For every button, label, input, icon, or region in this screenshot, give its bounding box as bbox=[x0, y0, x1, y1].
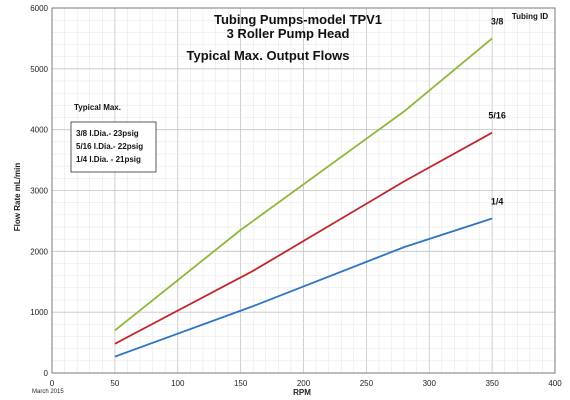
x-tick-label: 0 bbox=[50, 379, 55, 388]
series-label: 5/16 bbox=[488, 111, 506, 121]
x-tick-label: 150 bbox=[234, 379, 248, 388]
annotation-line-3: 1/4 I.Dia. - 21psig bbox=[76, 155, 141, 164]
series-label: 1/4 bbox=[491, 196, 504, 206]
y-tick-label: 1000 bbox=[30, 308, 48, 317]
y-tick-label: 6000 bbox=[30, 4, 48, 13]
chart-subtitle-line3: Typical Max. Output Flows bbox=[187, 48, 350, 63]
chart-title: Tubing Pumps-model TPV1 bbox=[214, 12, 382, 27]
y-axis-label: Flow Rate mL/min bbox=[13, 163, 22, 232]
y-tick-label: 4000 bbox=[30, 126, 48, 135]
plot-area-frame bbox=[51, 7, 556, 374]
series-line bbox=[114, 131, 493, 345]
x-tick-label: 350 bbox=[485, 379, 499, 388]
series-labels: 3/8 5/16 1/4 bbox=[488, 16, 506, 206]
date-note: March 2015 bbox=[32, 389, 64, 395]
legend-title: Tubing ID bbox=[512, 12, 549, 21]
x-tick-label: 200 bbox=[297, 379, 311, 388]
y-tick-label: 2000 bbox=[30, 247, 48, 256]
x-tick-labels: 0 50 100 150 200 250 300 350 400 bbox=[50, 379, 562, 388]
annotation-box bbox=[70, 121, 157, 173]
series-label: 3/8 bbox=[491, 16, 504, 26]
y-tick-labels: 0 1000 2000 3000 4000 5000 6000 bbox=[30, 4, 48, 378]
x-tick-label: 300 bbox=[423, 379, 437, 388]
series-lines bbox=[114, 37, 493, 358]
x-axis-label: RPM bbox=[293, 388, 311, 397]
x-tick-label: 250 bbox=[360, 379, 374, 388]
y-tick-label: 0 bbox=[44, 369, 49, 378]
annotation-line-2: 5/16 I.Dia.- 22psig bbox=[76, 142, 143, 151]
annotation-heading: Typical Max. bbox=[74, 103, 121, 112]
series-line bbox=[114, 37, 493, 332]
y-tick-label: 3000 bbox=[30, 187, 48, 196]
x-tick-label: 400 bbox=[548, 379, 562, 388]
annotation-line-1: 3/8 I.Dia.- 23psig bbox=[76, 129, 139, 138]
y-tick-label: 5000 bbox=[30, 65, 48, 74]
series-line bbox=[114, 217, 493, 358]
chart-subtitle-line2: 3 Roller Pump Head bbox=[227, 26, 350, 41]
x-tick-label: 100 bbox=[171, 379, 185, 388]
x-tick-label: 50 bbox=[110, 379, 119, 388]
